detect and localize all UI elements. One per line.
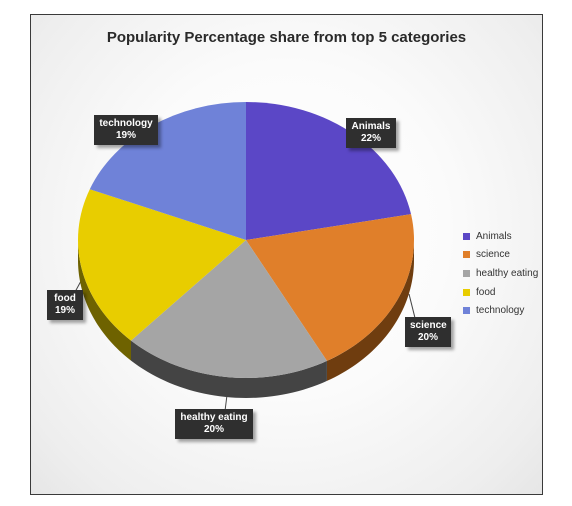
pie-chart xyxy=(74,101,416,412)
data-label-category: science xyxy=(410,320,447,331)
pie-slice-animals xyxy=(246,102,412,240)
data-label-category: food xyxy=(54,293,76,304)
data-label-category: technology xyxy=(99,118,153,129)
legend-swatch xyxy=(463,269,470,277)
data-label-science: science 20% xyxy=(405,317,451,347)
legend-item-healthy-eating: healthy eating xyxy=(463,264,538,283)
legend-item-technology: technology xyxy=(463,301,538,320)
pie-sides xyxy=(78,240,414,398)
legend-swatch xyxy=(463,288,470,296)
data-label-value: 19% xyxy=(115,130,136,141)
data-label-animals: Animals 22% xyxy=(346,118,396,148)
legend-label: science xyxy=(476,249,510,261)
data-label-technology: technology 19% xyxy=(94,115,158,145)
legend-item-food: food xyxy=(463,283,538,302)
data-label-healthy-eating: healthy eating 20% xyxy=(175,409,253,439)
leader-line-science xyxy=(408,293,416,319)
legend-label: technology xyxy=(476,305,525,317)
data-label-food: food 19% xyxy=(47,290,83,320)
legend-label: Animals xyxy=(476,230,512,242)
pie-slices xyxy=(78,101,414,379)
data-label-category: Animals xyxy=(351,121,391,132)
data-label-value: 20% xyxy=(203,424,224,435)
legend-swatch xyxy=(463,232,470,240)
legend: Animals science healthy eating food tech… xyxy=(463,227,538,320)
legend-swatch xyxy=(463,307,470,315)
pie-slice-food xyxy=(78,189,247,341)
legend-item-science: science xyxy=(463,246,538,265)
legend-label: healthy eating xyxy=(476,267,539,279)
legend-label: food xyxy=(476,286,496,298)
data-label-category: healthy eating xyxy=(180,412,248,423)
data-label-value: 22% xyxy=(360,133,381,144)
pie-slice-healthy-eating xyxy=(130,240,327,379)
pie-side-food xyxy=(78,240,131,361)
pie-side-healthy-eating xyxy=(130,340,327,398)
legend-swatch xyxy=(463,251,470,259)
chart-title: Popularity Percentage share from top 5 c… xyxy=(106,29,467,46)
chart-area: Popularity Percentage share from top 5 c… xyxy=(30,14,543,495)
pie-side-science xyxy=(326,240,414,381)
pie-slice-technology xyxy=(89,101,246,240)
data-label-value: 20% xyxy=(417,332,438,343)
legend-item-animals: Animals xyxy=(463,227,538,246)
pie-slice-science xyxy=(246,214,414,361)
data-label-value: 19% xyxy=(54,305,75,316)
